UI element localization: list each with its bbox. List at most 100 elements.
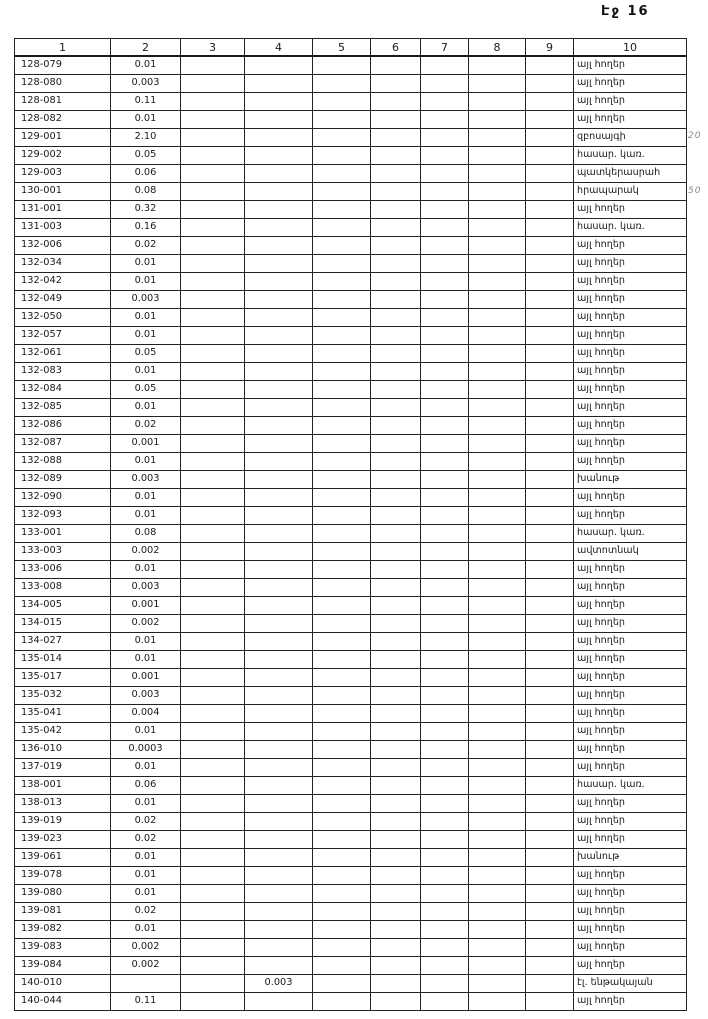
- cell-col5: [312, 271, 371, 291]
- table-row: 128-082 0.01 այլ հողեր: [14, 109, 687, 129]
- cell-col1: 132-057: [14, 325, 111, 345]
- cell-col9: [525, 361, 574, 381]
- cell-col5: [312, 991, 371, 1011]
- cell-col9: [525, 325, 574, 345]
- cell-col4: [244, 271, 313, 291]
- table-row: 139-023 0.02 այլ հողեր: [14, 829, 687, 849]
- cell-col8: [468, 811, 526, 831]
- cell-col10: այլ հողեր: [573, 451, 687, 471]
- table-row: 135-017 0.001 այլ հողեր: [14, 667, 687, 687]
- cell-col7: [420, 379, 469, 399]
- table-row: 137-019 0.01 այլ հողեր: [14, 757, 687, 777]
- cell-col5: [312, 847, 371, 867]
- cell-col7: [420, 469, 469, 489]
- cell-col4: [244, 613, 313, 633]
- cell-col2: 0.01: [110, 505, 181, 525]
- cell-col2: 0.003: [110, 577, 181, 597]
- cell-col9: [525, 253, 574, 273]
- cell-col8: [468, 721, 526, 741]
- cell-col3: [180, 829, 245, 849]
- cell-col10: այլ հողեր: [573, 721, 687, 741]
- cell-col10: այլ հողեր: [573, 73, 687, 93]
- cell-col8: [468, 289, 526, 309]
- cell-col1: 135-014: [14, 649, 111, 669]
- cell-col4: [244, 667, 313, 687]
- table-row: 135-042 0.01 այլ հողեր: [14, 721, 687, 741]
- cell-col5: [312, 541, 371, 561]
- cell-col3: [180, 433, 245, 453]
- cell-col10: այլ հողեր: [573, 199, 687, 219]
- cell-col1: 130-001: [14, 181, 111, 201]
- cell-col6: [370, 91, 421, 111]
- cell-col10: հասար. կառ.: [573, 775, 687, 795]
- cell-col7: [420, 415, 469, 435]
- table-row: 139-082 0.01 այլ հողեր: [14, 919, 687, 939]
- cell-col10: այլ հողեր: [573, 901, 687, 921]
- cell-col8: [468, 109, 526, 129]
- cell-col7: [420, 505, 469, 525]
- cell-col9: [525, 343, 574, 363]
- table-row: 128-081 0.11 այլ հողեր: [14, 91, 687, 111]
- cell-col7: [420, 145, 469, 165]
- table-row: 134-027 0.01 այլ հողեր: [14, 631, 687, 651]
- cell-col5: [312, 307, 371, 327]
- cell-col5: [312, 415, 371, 435]
- table-row: 131-003 0.16 հասար. կառ.: [14, 217, 687, 237]
- cell-col10: այլ հողեր: [573, 865, 687, 885]
- cell-col8: [468, 649, 526, 669]
- cell-col4: [244, 577, 313, 597]
- cell-col9: [525, 379, 574, 399]
- cell-col10: այլ հողեր: [573, 505, 687, 525]
- cell-col4: [244, 685, 313, 705]
- cell-col6: [370, 397, 421, 417]
- table-row: 134-015 0.002 այլ հողեր: [14, 613, 687, 633]
- cell-col2: 0.01: [110, 325, 181, 345]
- cell-col9: [525, 973, 574, 993]
- cell-col8: [468, 469, 526, 489]
- cell-col2: 0.001: [110, 433, 181, 453]
- cell-col1: 135-042: [14, 721, 111, 741]
- table-row: 132-084 0.05 այլ հողեր: [14, 379, 687, 399]
- cell-col10: այլ հողեր: [573, 613, 687, 633]
- cell-col7: [420, 559, 469, 579]
- cell-col5: [312, 667, 371, 687]
- cell-col8: [468, 631, 526, 651]
- cell-col2: 0.0003: [110, 739, 181, 759]
- cell-col6: [370, 181, 421, 201]
- cell-col7: [420, 685, 469, 705]
- cell-col7: [420, 397, 469, 417]
- cell-col9: [525, 901, 574, 921]
- cell-col4: [244, 217, 313, 237]
- cell-col7: [420, 343, 469, 363]
- cell-col2: 0.01: [110, 487, 181, 507]
- cell-col5: [312, 613, 371, 633]
- cell-col3: [180, 91, 245, 111]
- cell-col3: [180, 523, 245, 543]
- column-header-1: 1: [14, 38, 111, 57]
- cell-col3: [180, 721, 245, 741]
- cell-col6: [370, 919, 421, 939]
- cell-col1: 132-089: [14, 469, 111, 489]
- cell-col6: [370, 649, 421, 669]
- cell-col4: [244, 145, 313, 165]
- column-header-6: 6: [370, 38, 421, 57]
- cell-col7: [420, 649, 469, 669]
- cell-col8: [468, 163, 526, 183]
- cell-col6: [370, 793, 421, 813]
- cell-col3: [180, 649, 245, 669]
- table-row: 132-087 0.001 այլ հողեր: [14, 433, 687, 453]
- cell-col7: [420, 595, 469, 615]
- column-header-5: 5: [312, 38, 371, 57]
- cell-col5: [312, 127, 371, 147]
- cell-col2: 0.002: [110, 541, 181, 561]
- cell-col8: [468, 901, 526, 921]
- cell-col6: [370, 937, 421, 957]
- cell-col8: [468, 307, 526, 327]
- cell-col7: [420, 199, 469, 219]
- table-row: 135-032 0.003 այլ հողեր: [14, 685, 687, 705]
- cell-col7: [420, 973, 469, 993]
- cell-col9: [525, 91, 574, 111]
- cell-col4: [244, 253, 313, 273]
- cell-col8: [468, 127, 526, 147]
- cell-col1: 134-005: [14, 595, 111, 615]
